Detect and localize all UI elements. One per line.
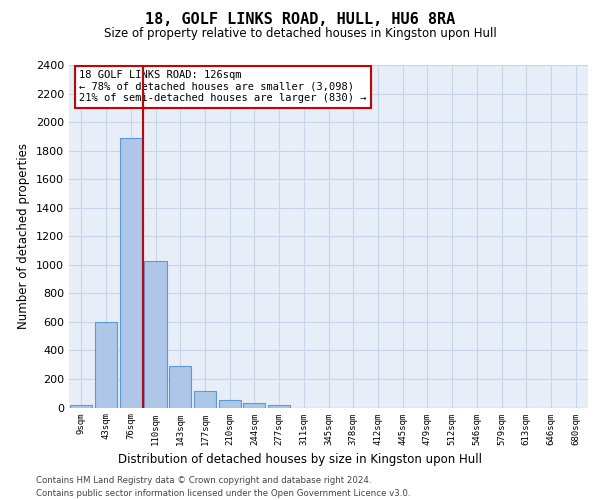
Text: Size of property relative to detached houses in Kingston upon Hull: Size of property relative to detached ho…: [104, 28, 496, 40]
Y-axis label: Number of detached properties: Number of detached properties: [17, 143, 31, 329]
Bar: [243, 403, 265, 407]
Bar: [145, 260, 167, 408]
Bar: [268, 404, 290, 407]
Bar: [95, 322, 117, 408]
Text: 18, GOLF LINKS ROAD, HULL, HU6 8RA: 18, GOLF LINKS ROAD, HULL, HU6 8RA: [145, 12, 455, 28]
Text: Contains HM Land Registry data © Crown copyright and database right 2024.: Contains HM Land Registry data © Crown c…: [36, 476, 371, 485]
Bar: [169, 366, 191, 408]
Text: 18 GOLF LINKS ROAD: 126sqm
← 78% of detached houses are smaller (3,098)
21% of s: 18 GOLF LINKS ROAD: 126sqm ← 78% of deta…: [79, 70, 367, 103]
Bar: [218, 400, 241, 407]
Text: Contains public sector information licensed under the Open Government Licence v3: Contains public sector information licen…: [36, 489, 410, 498]
Text: Distribution of detached houses by size in Kingston upon Hull: Distribution of detached houses by size …: [118, 452, 482, 466]
Bar: [70, 404, 92, 407]
Bar: [119, 138, 142, 407]
Bar: [194, 391, 216, 407]
